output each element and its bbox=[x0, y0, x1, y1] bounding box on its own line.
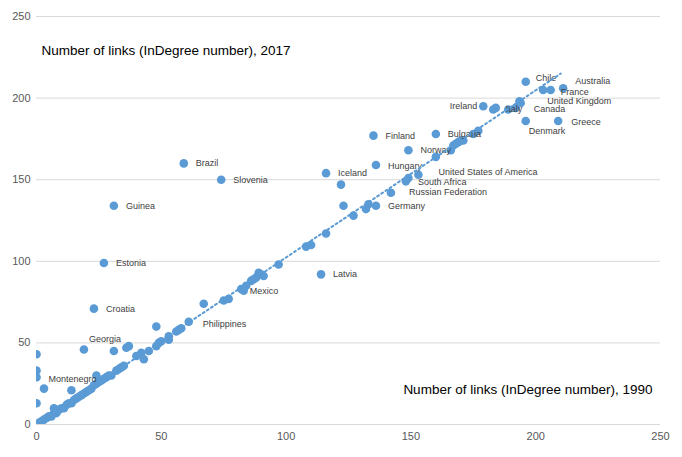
svg-text:United States of America: United States of America bbox=[438, 167, 537, 177]
svg-text:Number of links (InDegree numb: Number of links (InDegree number), 1990 bbox=[403, 382, 652, 397]
svg-text:South Africa: South Africa bbox=[417, 177, 467, 188]
svg-text:Slovenia: Slovenia bbox=[233, 175, 268, 185]
svg-text:50: 50 bbox=[18, 336, 30, 348]
svg-text:Guinea: Guinea bbox=[126, 201, 155, 211]
svg-text:United Kingdom: United Kingdom bbox=[547, 95, 612, 106]
svg-text:Hungary: Hungary bbox=[388, 161, 423, 171]
svg-text:Georgia: Georgia bbox=[89, 334, 121, 344]
svg-text:200: 200 bbox=[12, 92, 30, 104]
svg-text:250: 250 bbox=[12, 10, 30, 22]
svg-text:Greece: Greece bbox=[571, 117, 601, 127]
svg-text:Italy: Italy bbox=[505, 103, 523, 114]
svg-text:Croatia: Croatia bbox=[106, 304, 135, 314]
svg-text:Latvia: Latvia bbox=[333, 269, 357, 279]
svg-text:250: 250 bbox=[651, 430, 669, 442]
svg-text:Philippines: Philippines bbox=[203, 319, 247, 329]
svg-text:Ireland: Ireland bbox=[450, 101, 478, 111]
svg-text:Mexico: Mexico bbox=[250, 286, 279, 296]
svg-text:Germany: Germany bbox=[388, 201, 426, 211]
svg-text:Number of links (InDegree numb: Number of links (InDegree number), 2017 bbox=[42, 43, 291, 58]
svg-text:Estonia: Estonia bbox=[116, 258, 146, 268]
svg-text:50: 50 bbox=[155, 430, 167, 442]
svg-text:150: 150 bbox=[402, 430, 420, 442]
svg-text:Montenegro: Montenegro bbox=[49, 374, 97, 384]
svg-text:100: 100 bbox=[12, 255, 30, 267]
svg-text:0: 0 bbox=[33, 430, 39, 442]
svg-text:Brazil: Brazil bbox=[196, 158, 219, 168]
svg-text:Iceland: Iceland bbox=[338, 168, 367, 178]
svg-text:200: 200 bbox=[527, 430, 545, 442]
svg-text:Finland: Finland bbox=[385, 131, 415, 141]
svg-text:Chile: Chile bbox=[535, 72, 557, 83]
svg-text:Denmark: Denmark bbox=[529, 126, 566, 136]
svg-text:Canada: Canada bbox=[534, 104, 566, 114]
svg-text:Norway: Norway bbox=[420, 145, 451, 155]
svg-text:150: 150 bbox=[12, 173, 30, 185]
svg-text:France: France bbox=[560, 86, 589, 97]
svg-text:Bulgaria: Bulgaria bbox=[447, 128, 481, 139]
svg-text:0: 0 bbox=[24, 418, 30, 430]
svg-text:Russian Federation: Russian Federation bbox=[409, 187, 487, 197]
svg-text:Australia: Australia bbox=[575, 76, 610, 86]
svg-text:100: 100 bbox=[277, 430, 295, 442]
